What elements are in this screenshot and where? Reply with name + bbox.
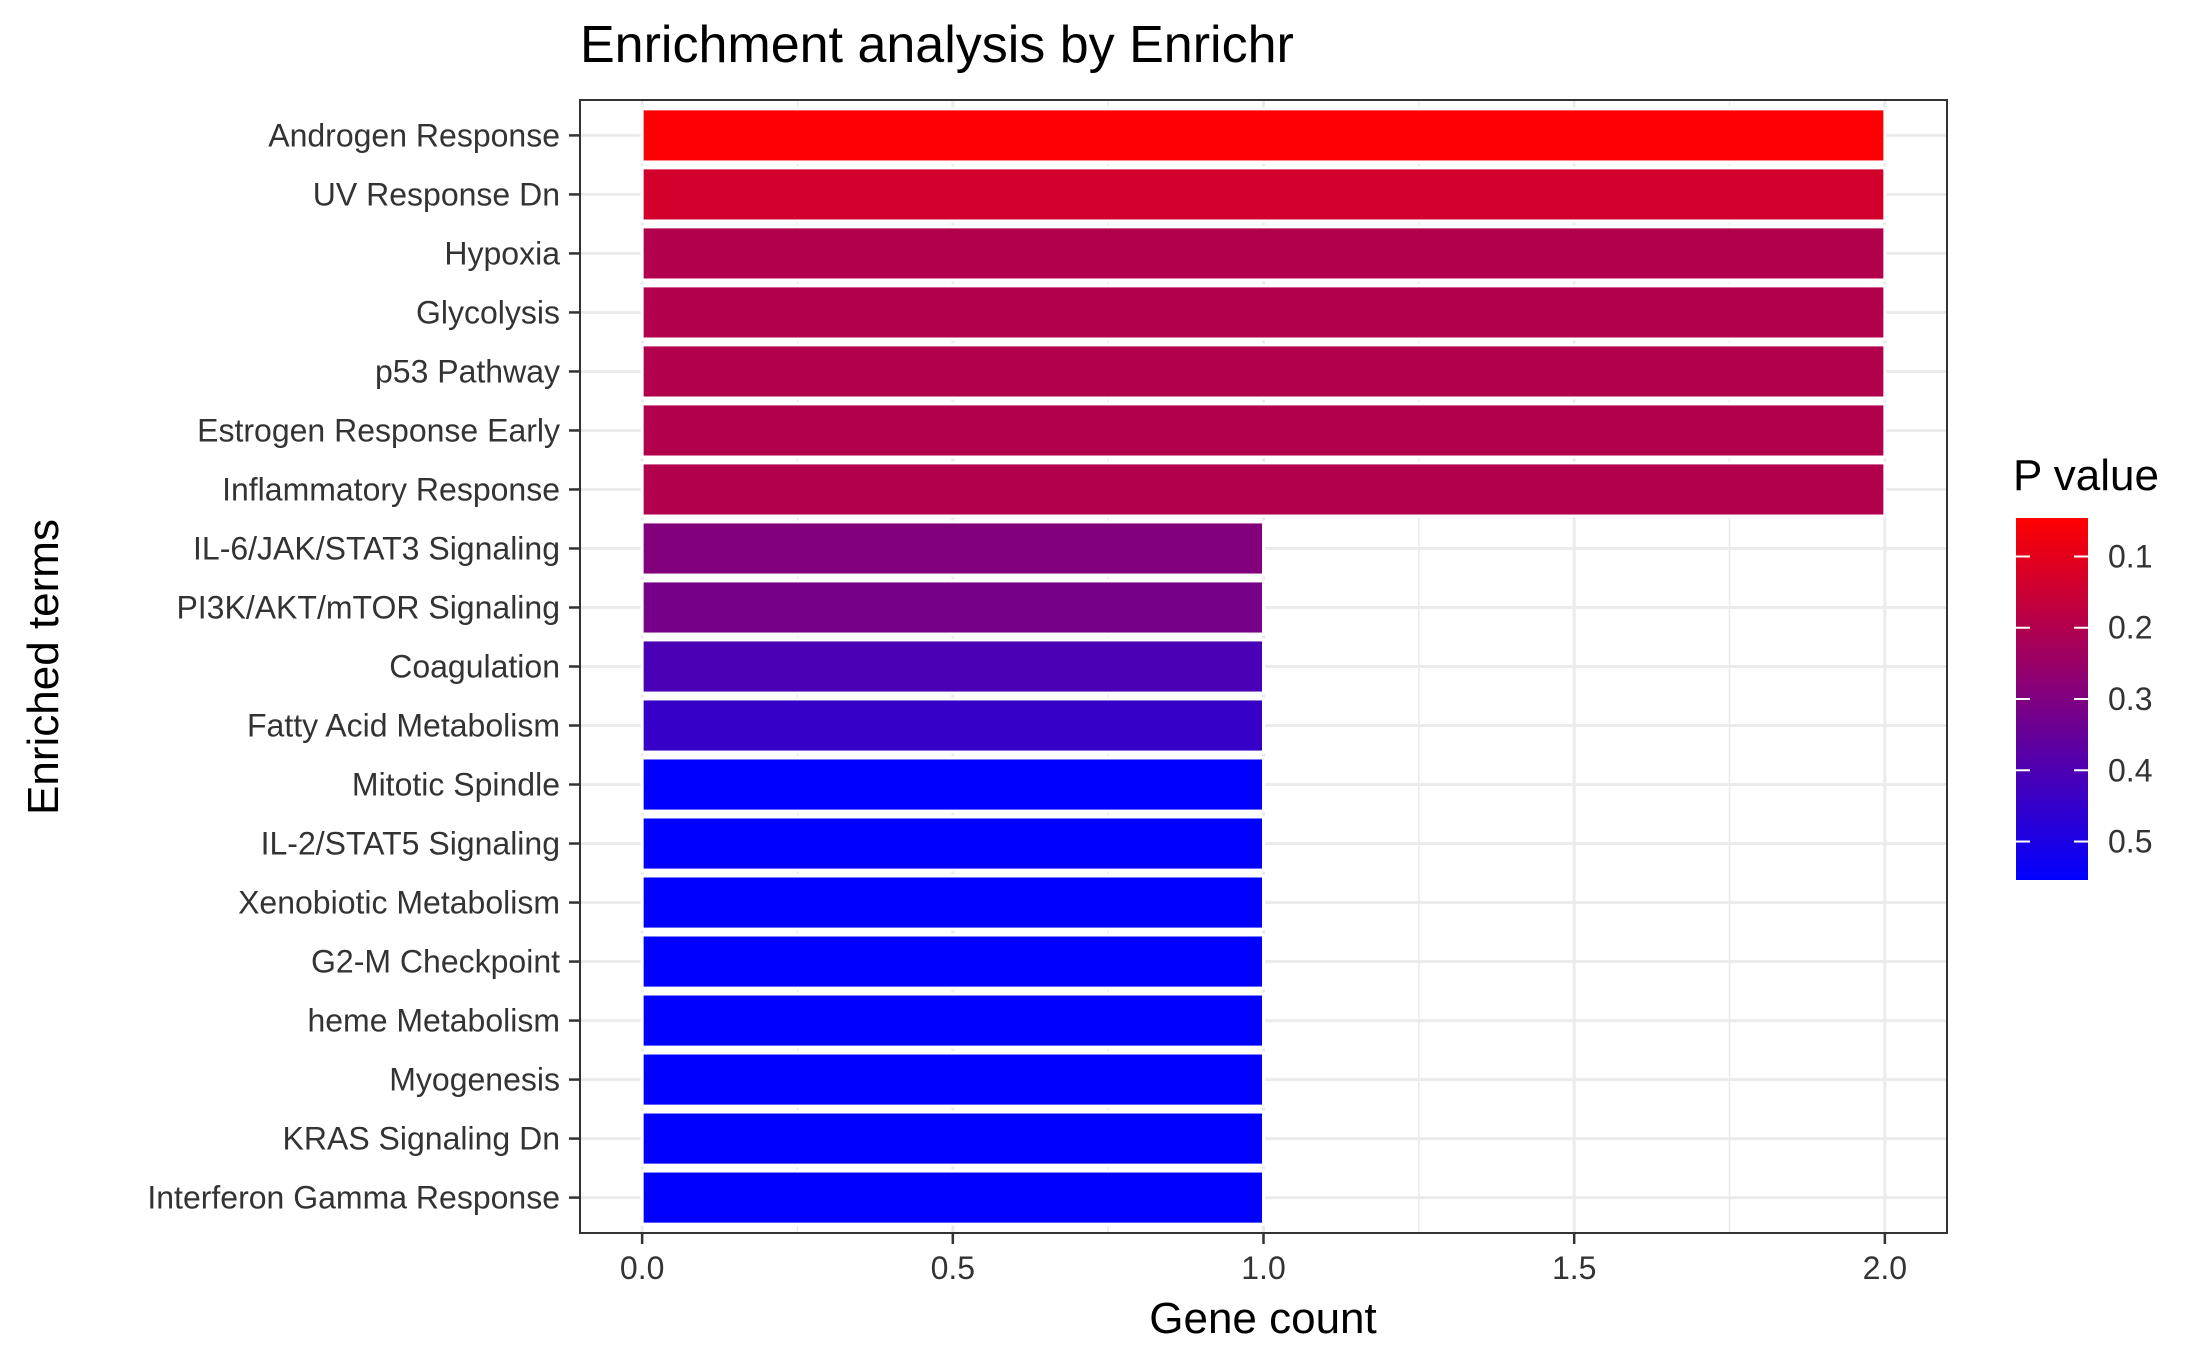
y-tick-label: heme Metabolism — [307, 1003, 560, 1039]
bar — [640, 166, 1887, 223]
x-tick-label: 0.0 — [620, 1250, 664, 1286]
bar — [640, 107, 1887, 164]
bar — [640, 1051, 1265, 1108]
bar — [640, 874, 1265, 931]
y-tick-label: Xenobiotic Metabolism — [238, 885, 560, 921]
y-axis-title: Enriched terms — [19, 519, 68, 815]
bar — [640, 815, 1265, 872]
bars — [640, 107, 1887, 1226]
y-tick-label: Myogenesis — [389, 1062, 560, 1098]
bar — [640, 756, 1265, 813]
bar — [640, 284, 1887, 341]
bar — [640, 579, 1265, 636]
y-axis: Androgen Response UV Response Dn Hypoxia Gl… — [147, 117, 580, 1216]
x-tick-label: 1.0 — [1241, 1250, 1285, 1286]
y-tick-label: PI3K/AKT/mTOR Signaling — [176, 589, 560, 625]
legend-title: P value — [2013, 451, 2159, 500]
bar — [640, 225, 1887, 282]
y-tick-label: Hypoxia — [444, 235, 560, 271]
bar — [640, 697, 1265, 754]
legend-tick-label: 0.4 — [2108, 752, 2152, 788]
y-tick-label: Coagulation — [389, 649, 560, 685]
legend-tick-label: 0.3 — [2108, 681, 2152, 717]
bar — [640, 520, 1265, 577]
legend-tick-label: 0.2 — [2108, 610, 2152, 646]
y-tick-label: Inflammatory Response — [222, 471, 560, 507]
bar — [640, 461, 1887, 518]
x-tick-label: 0.5 — [931, 1250, 975, 1286]
y-tick-label: Interferon Gamma Response — [147, 1180, 560, 1216]
y-tick-label: Fatty Acid Metabolism — [247, 708, 560, 744]
y-tick-label: p53 Pathway — [375, 353, 560, 389]
y-tick-label: Estrogen Response Early — [197, 412, 560, 448]
y-tick-label: Androgen Response — [268, 117, 560, 153]
y-tick-label: Mitotic Spindle — [352, 767, 560, 803]
x-tick-label: 1.5 — [1552, 1250, 1596, 1286]
bar — [640, 1169, 1265, 1226]
y-tick-label: G2-M Checkpoint — [311, 944, 560, 980]
bar — [640, 343, 1887, 400]
legend-ticks: 0.1 0.2 0.3 0.4 0.5 — [2016, 538, 2152, 860]
x-axis-title: Gene count — [1149, 1294, 1377, 1343]
chart-title: Enrichment analysis by Enrichr — [580, 16, 1294, 74]
x-axis: 0.0 0.5 1.0 1.5 2.0 — [620, 1233, 1907, 1286]
legend: P value 0.1 0.2 0.3 0.4 0.5 — [2013, 451, 2159, 880]
x-tick-label: 2.0 — [1863, 1250, 1907, 1286]
bar — [640, 1110, 1265, 1167]
y-tick-label: KRAS Signaling Dn — [283, 1121, 560, 1157]
y-tick-label: Glycolysis — [416, 294, 560, 330]
bar — [640, 992, 1265, 1049]
legend-tick-label: 0.5 — [2108, 824, 2152, 860]
y-tick-label: IL-2/STAT5 Signaling — [261, 826, 560, 862]
bar — [640, 638, 1265, 695]
y-tick-label: IL-6/JAK/STAT3 Signaling — [193, 530, 560, 566]
bar — [640, 933, 1265, 990]
bar — [640, 402, 1887, 459]
legend-tick-label: 0.1 — [2108, 538, 2152, 574]
y-tick-label: UV Response Dn — [313, 176, 560, 212]
